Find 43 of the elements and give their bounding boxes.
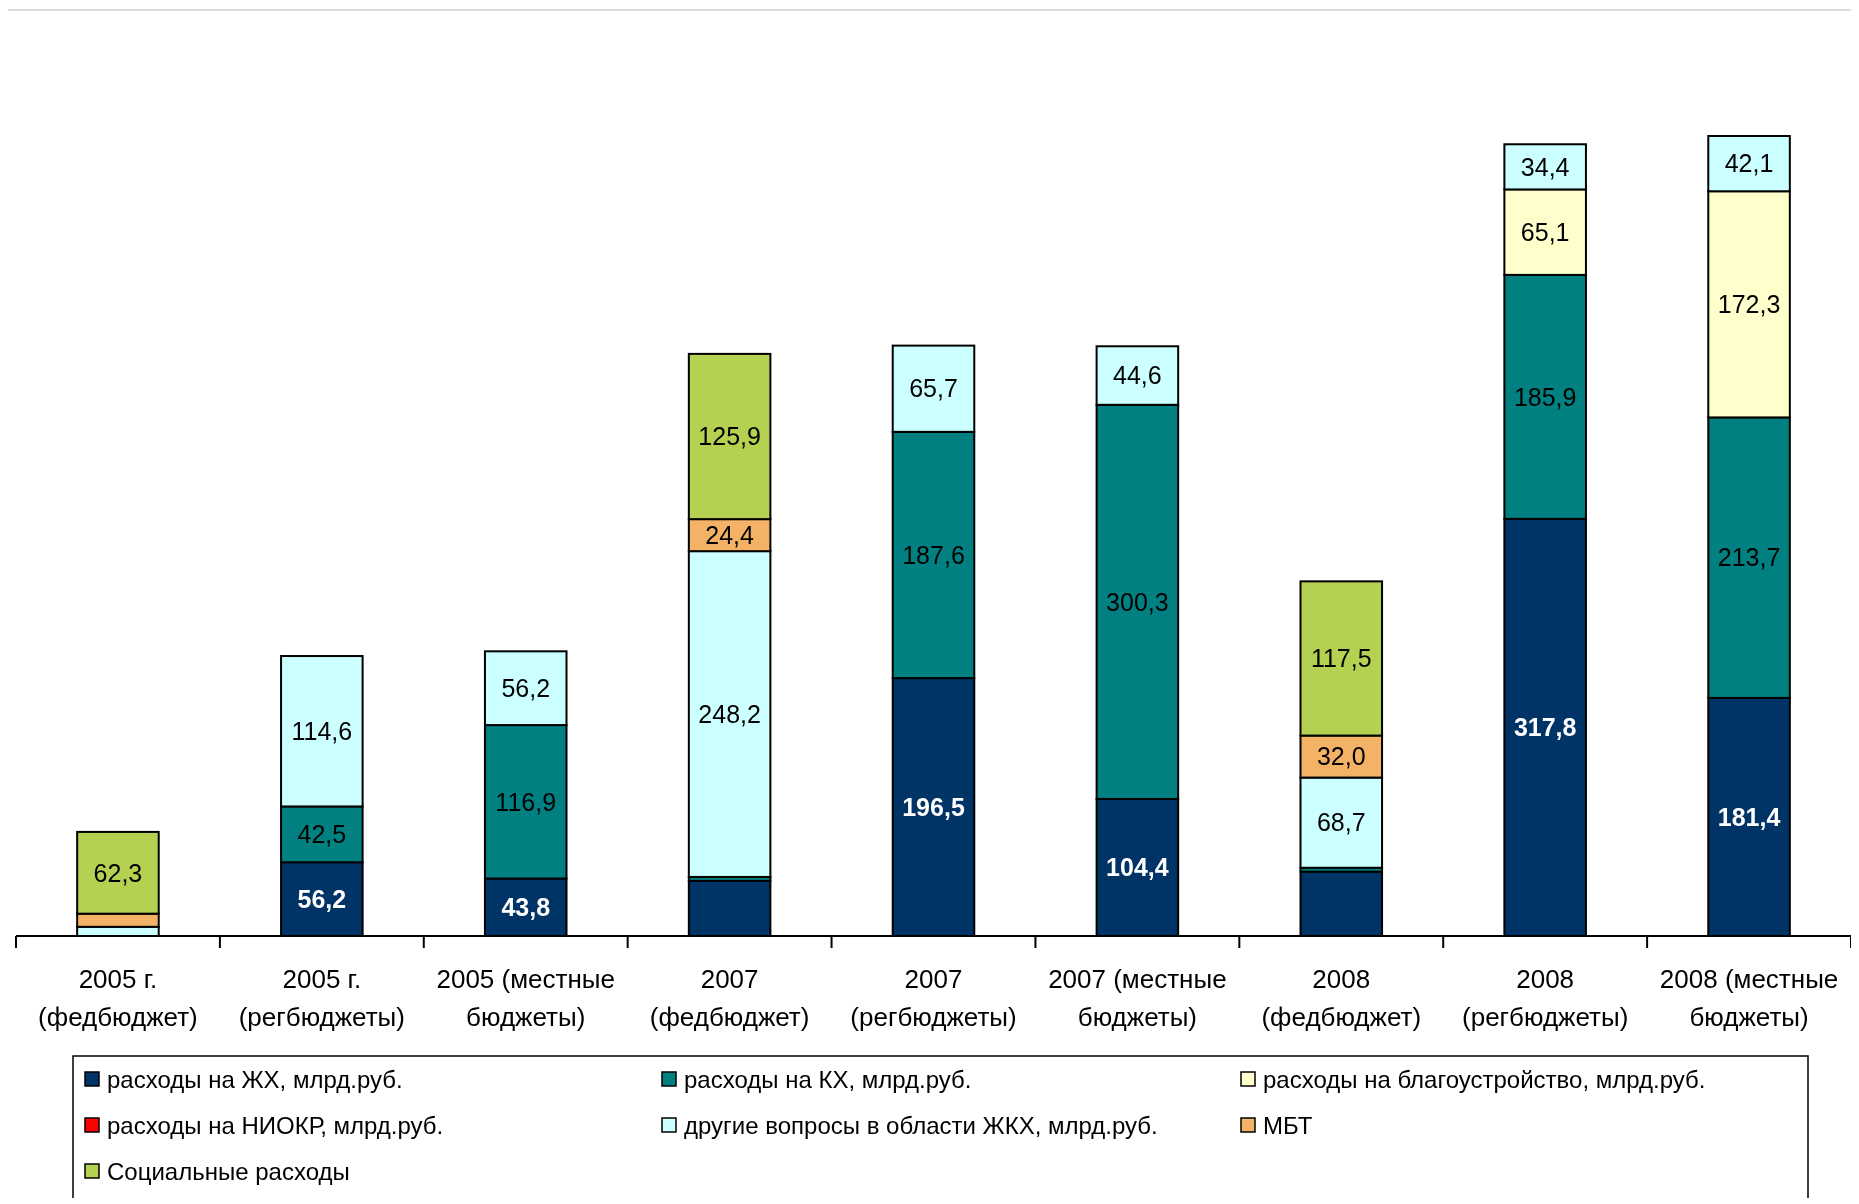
x-tick-label: 2005 г. (регбюджеты)	[238, 964, 405, 1032]
data-label: 317,8	[1513, 713, 1577, 742]
data-label: 42,1	[1724, 149, 1774, 178]
data-label: 187,6	[902, 540, 965, 569]
data-label: 68,7	[1316, 808, 1366, 837]
legend-label: МБТ	[1263, 1112, 1313, 1140]
x-tick-label: 2007 (федбюджет)	[649, 964, 810, 1032]
data-label: 56,2	[297, 884, 347, 913]
data-label: 196,5	[902, 792, 965, 821]
x-tick-label: 2007 (регбюджеты)	[850, 964, 1017, 1032]
x-tick-label: 2008 (федбюджет)	[1261, 964, 1422, 1032]
data-label: 65,1	[1520, 217, 1570, 246]
x-tick-label: 2008 (местные бюджеты)	[1659, 964, 1839, 1032]
data-label: 116,9	[495, 787, 557, 816]
data-label: 24,4	[705, 520, 755, 549]
data-label: 172,3	[1717, 290, 1781, 319]
data-label: 56,2	[501, 673, 551, 702]
data-label: 32,0	[1316, 742, 1366, 771]
data-label: 65,7	[909, 374, 958, 403]
data-label: 42,5	[297, 820, 347, 849]
legend-label: расходы на КХ, млрд.руб.	[684, 1066, 972, 1094]
data-label: 213,7	[1717, 543, 1781, 572]
legend-label: расходы на НИОКР, млрд.руб.	[107, 1112, 444, 1140]
x-tick-label: 2008 (регбюджеты)	[1462, 964, 1629, 1032]
data-label: 181,4	[1717, 802, 1781, 831]
legend-label: расходы на ЖХ, млрд.руб.	[107, 1066, 403, 1094]
data-label: 248,2	[698, 699, 761, 728]
x-tick-label: 2007 (местные бюджеты)	[1048, 964, 1227, 1032]
data-label: 117,5	[1310, 644, 1372, 673]
legend-label: Социальные расходы	[107, 1158, 350, 1186]
data-label: 125,9	[698, 422, 761, 451]
data-label: 300,3	[1106, 587, 1169, 616]
data-label: 62,3	[93, 858, 143, 887]
data-label: 44,6	[1113, 361, 1162, 390]
data-label: 104,4	[1106, 853, 1169, 882]
legend-label: расходы на благоустройство, млрд.руб.	[1263, 1066, 1706, 1094]
legend-label: другие вопросы в области ЖКХ, млрд.руб.	[684, 1112, 1158, 1140]
x-tick-label: 2005 (местные бюджеты)	[436, 964, 615, 1032]
x-tick-label: 2005 г. (федбюджет)	[38, 964, 198, 1032]
data-label: 185,9	[1513, 382, 1577, 411]
data-label: 114,6	[291, 716, 353, 745]
data-label: 34,4	[1520, 152, 1570, 181]
data-label: 43,8	[501, 893, 551, 922]
